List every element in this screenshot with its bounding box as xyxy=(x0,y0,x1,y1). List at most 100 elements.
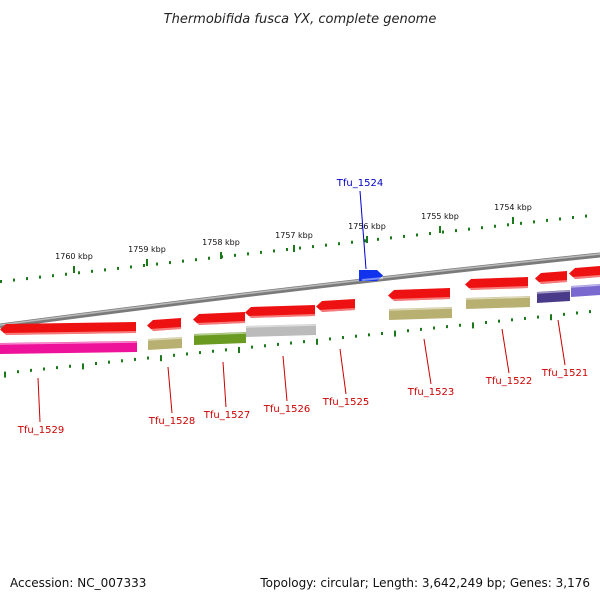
scale-tick-inner xyxy=(472,322,474,329)
gene-label-leader xyxy=(359,190,367,270)
scale-tick-minor xyxy=(403,234,405,238)
scale-tick-inner xyxy=(420,327,422,331)
gene-label: Tfu_1529 xyxy=(17,425,64,436)
cog-bar-shade xyxy=(536,290,571,294)
scale-tick-inner xyxy=(212,349,214,353)
scale-ticks: 1760 kbp 1759 kbp 1758 kbp 1757 kbp 1756 kbp… xyxy=(0,203,591,378)
scale-tick-inner xyxy=(134,357,136,361)
scale-tick-label: 1757 kbp xyxy=(275,231,313,240)
scale-tick-inner xyxy=(69,364,71,368)
scale-tick-inner xyxy=(56,366,58,370)
scale-tick-inner xyxy=(4,371,6,378)
scale-tick-inner xyxy=(511,318,513,322)
gene-track xyxy=(0,266,600,354)
topology-text: Topology: circular; Length: 3,642,249 bp… xyxy=(260,576,590,590)
cog-bar-shade xyxy=(147,337,183,341)
scale-tick-inner xyxy=(173,353,175,357)
gene-label-leader xyxy=(339,348,347,395)
gene-label-leader xyxy=(167,366,173,414)
scale-tick-inner xyxy=(485,321,487,325)
scale-tick-inner xyxy=(147,356,149,360)
gene-arrow-shade xyxy=(318,308,356,312)
scale-tick-label: 1756 kbp xyxy=(348,222,386,231)
scale-tick-minor xyxy=(0,280,2,283)
scale-tick-minor xyxy=(169,261,171,265)
scale-tick-minor xyxy=(377,237,379,241)
scale-tick-minor xyxy=(455,229,457,233)
scale-tick-minor xyxy=(195,258,197,262)
map-title: Thermobifida fusca YX, complete genome xyxy=(164,12,437,27)
gene-arrow xyxy=(316,299,355,312)
scale-tick-minor xyxy=(533,220,535,224)
scale-tick-inner xyxy=(498,319,500,323)
scale-tick-label: 1755 kbp xyxy=(421,212,459,221)
scale-tick-minor xyxy=(273,249,275,253)
gene-arrow-shade xyxy=(467,286,529,290)
scale-tick-inner xyxy=(459,323,461,327)
scale-tick-inner xyxy=(121,359,123,363)
scale-tick-inner xyxy=(589,310,591,314)
gene-arrow-shade xyxy=(571,275,600,279)
gene-label-leader xyxy=(282,355,288,402)
scale-tick-minor xyxy=(390,236,392,240)
scale-tick-minor xyxy=(559,217,561,221)
gene-label: Tfu_1526 xyxy=(263,404,310,415)
scale-tick-minor xyxy=(520,221,522,225)
scale-tick-minor xyxy=(39,275,41,279)
scale-tick-inner xyxy=(355,334,357,338)
cog-bar-shade xyxy=(193,332,247,336)
scale-tick-inner xyxy=(550,314,552,321)
scale-tick-minor xyxy=(117,266,119,270)
scale-tick-minor xyxy=(429,232,431,236)
scale-tick-minor xyxy=(52,274,54,278)
gene-label: Tfu_1525 xyxy=(322,397,369,408)
scale-tick-minor xyxy=(156,262,158,266)
scale-tick-minor xyxy=(65,272,67,276)
gene-arrow xyxy=(147,318,181,331)
scale-tick-inner xyxy=(576,311,578,315)
gene-label-leader xyxy=(222,361,227,408)
scale-tick-inner xyxy=(563,312,565,316)
scale-tick-minor xyxy=(325,243,327,247)
scale-tick-minor xyxy=(572,216,574,220)
scale-tick-inner xyxy=(160,355,162,362)
gene-arrow-shade xyxy=(537,280,568,284)
scale-tick-minor xyxy=(130,265,132,269)
scale-tick-inner xyxy=(199,351,201,355)
gene-label-leader xyxy=(423,338,432,385)
scale-tick-inner xyxy=(342,336,344,340)
scale-tick-minor xyxy=(260,250,262,254)
scale-tick-inner xyxy=(95,362,97,366)
scale-tick-minor xyxy=(351,240,353,244)
scale-tick-inner xyxy=(368,333,370,337)
gene-label: Tfu_1527 xyxy=(203,410,250,421)
scale-tick-minor xyxy=(91,269,93,273)
gene-arrow-shade xyxy=(361,277,384,281)
gene-arrow-shade xyxy=(390,297,451,301)
scale-tick-minor xyxy=(234,253,236,257)
scale-tick-inner xyxy=(290,341,292,345)
scale-tick-minor xyxy=(442,230,444,234)
genome-backbone xyxy=(0,252,600,329)
cog-bar-shade xyxy=(570,284,600,288)
scale-tick-minor xyxy=(585,214,587,218)
scale-tick-inner xyxy=(537,315,539,319)
scale-tick-minor xyxy=(416,233,418,237)
scale-tick-inner xyxy=(82,363,84,370)
scale-tick-minor xyxy=(312,245,314,249)
gene-label: Tfu_1523 xyxy=(407,387,454,398)
gene-label: Tfu_1524 xyxy=(336,178,383,189)
scale-tick-inner xyxy=(17,370,19,374)
gene-arrow xyxy=(535,271,567,284)
gene-label-leader xyxy=(37,377,41,423)
cog-bar-shade xyxy=(388,307,453,311)
gene-label-leader xyxy=(557,319,566,366)
gene-arrow xyxy=(388,288,450,301)
scale-tick-inner xyxy=(30,368,32,372)
scale-tick-minor xyxy=(299,246,301,250)
scale-tick-label: 1758 kbp xyxy=(202,238,240,247)
accession-text: Accession: NC_007333 xyxy=(10,576,147,590)
scale-tick-inner xyxy=(446,325,448,329)
gene-arrow-shade xyxy=(2,331,137,335)
